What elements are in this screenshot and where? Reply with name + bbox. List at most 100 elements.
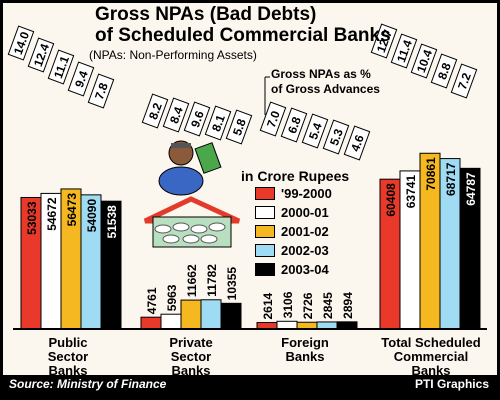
legend-label: 2001-02 xyxy=(281,224,329,239)
npa-percent-label: 8.2 xyxy=(146,101,165,122)
banker-illustration-icon xyxy=(143,140,241,248)
chart-canvas: 53033 54672 56473 54090 51538 4761 5963 11662 11… xyxy=(7,23,487,378)
legend-swatch xyxy=(255,206,275,219)
npa-percent-label: 14.0 xyxy=(11,29,32,56)
npa-percent-label: 5.3 xyxy=(327,127,346,148)
ratio-note-line2: of Gross Advances xyxy=(271,82,380,96)
chart-subtitle: (NPAs: Non-Performing Assets) xyxy=(89,48,257,62)
ratio-note-line1: Gross NPAs as % xyxy=(271,67,371,81)
npa-percent-frame xyxy=(87,73,115,109)
bar xyxy=(220,302,242,330)
npa-percent-box: 11.1 xyxy=(47,49,75,85)
npa-percent-box: 7.2 xyxy=(450,63,478,99)
ratio-note: Gross NPAs as % of Gross Advances xyxy=(271,67,380,97)
bar-value-label: 3106 xyxy=(281,291,295,318)
source-text: Source: Ministry of Finance xyxy=(9,377,167,391)
npa-percent-label: 8.8 xyxy=(435,61,454,82)
bar xyxy=(140,316,162,330)
bar xyxy=(336,321,358,330)
npa-percent-box: 6.8 xyxy=(280,107,308,143)
npa-percent-frame xyxy=(27,37,55,73)
npa-percent-frame xyxy=(322,119,350,155)
npa-percent-frame xyxy=(450,63,478,99)
npa-percent-frame xyxy=(67,61,95,97)
npa-percent-label: 9.4 xyxy=(72,69,91,90)
category-label: Banks xyxy=(285,349,324,364)
bar-value-label: 11782 xyxy=(205,264,219,297)
bar-value-label: 54672 xyxy=(45,197,59,231)
npa-percent-frame xyxy=(410,43,438,79)
npa-percent-frame xyxy=(370,23,398,59)
bar-value-label: 53033 xyxy=(25,201,39,235)
bar-value-label: 10355 xyxy=(225,267,239,301)
category-label: Public xyxy=(48,335,87,350)
npa-percent-frame xyxy=(390,33,418,69)
category-label: Commercial xyxy=(394,349,468,364)
npa-percent-box: 12.7 xyxy=(370,23,398,59)
npa-percent-box: 5.4 xyxy=(301,113,329,149)
banker-hair-icon xyxy=(171,143,191,148)
npa-percent-label: 5.4 xyxy=(306,121,325,142)
bar xyxy=(296,321,318,330)
bar xyxy=(200,299,222,330)
legend-swatch xyxy=(255,263,275,276)
money-bundle-icon xyxy=(194,142,222,174)
npa-percent-box: 9.6 xyxy=(183,101,211,137)
legend-label: 2003-04 xyxy=(281,262,329,277)
bar xyxy=(276,320,298,330)
npa-percent-label: 5.8 xyxy=(230,117,249,138)
npa-percent-label: 7.8 xyxy=(92,81,111,102)
coin-icon xyxy=(172,222,190,232)
coin-icon xyxy=(200,234,218,244)
npa-percent-frame xyxy=(301,113,329,149)
bar-value-label: 11662 xyxy=(185,264,199,297)
npa-percent-frame xyxy=(225,109,253,145)
npa-percent-frame xyxy=(141,93,169,129)
npa-percent-box: 11.4 xyxy=(390,33,418,69)
bar-value-label: 68717 xyxy=(444,162,458,196)
npa-percent-frame xyxy=(343,125,371,161)
coin-icon xyxy=(182,234,200,244)
bar-value-label: 63741 xyxy=(404,175,418,209)
legend-swatch xyxy=(255,187,275,200)
npa-percent-box: 14.0 xyxy=(7,25,35,61)
banker-body-icon xyxy=(158,166,204,196)
coin-icon xyxy=(162,234,180,244)
npa-percent-box: 7.8 xyxy=(87,73,115,109)
npa-percent-box: 9.4 xyxy=(67,61,95,97)
npa-percent-box: 10.4 xyxy=(410,43,438,79)
bar-value-label: 70861 xyxy=(424,157,438,191)
legend-swatch xyxy=(255,225,275,238)
category-label: Banks xyxy=(48,363,87,378)
npa-percent-frame xyxy=(7,25,35,61)
category-label: Foreign xyxy=(281,335,329,350)
npa-percent-frame xyxy=(162,97,190,133)
npa-percent-box: 8.8 xyxy=(430,53,458,89)
category-label: Private xyxy=(169,335,212,350)
coin-icon xyxy=(154,224,172,234)
category-label: Total Scheduled xyxy=(381,335,480,350)
chart-title-line1: Gross NPAs (Bad Debts) xyxy=(95,4,317,25)
coin-icon xyxy=(208,222,226,232)
npa-percent-box: 8.4 xyxy=(162,97,190,133)
npa-percent-label: 10.4 xyxy=(414,47,435,74)
npa-percent-label: 9.6 xyxy=(188,109,207,130)
category-label: Banks xyxy=(411,363,450,378)
npa-percent-label: 7.2 xyxy=(455,71,474,92)
npa-percent-label: 12.4 xyxy=(31,41,52,68)
legend-swatch xyxy=(255,244,275,257)
npa-percent-frame xyxy=(259,101,287,137)
bar-value-label: 2614 xyxy=(261,292,275,319)
chart-title-line2: of Scheduled Commercial Banks xyxy=(95,25,391,46)
bar xyxy=(160,313,182,330)
bar xyxy=(180,299,202,330)
bar-value-label: 2894 xyxy=(341,292,355,319)
npa-percent-box: 8.2 xyxy=(141,93,169,129)
bar-value-label: 56473 xyxy=(65,193,79,227)
npa-percent-frame xyxy=(280,107,308,143)
npa-percent-label: 6.8 xyxy=(285,115,304,136)
credit-text: PTI Graphics xyxy=(414,377,489,391)
npa-percent-frame xyxy=(183,101,211,137)
bar-value-label: 2845 xyxy=(321,292,335,319)
